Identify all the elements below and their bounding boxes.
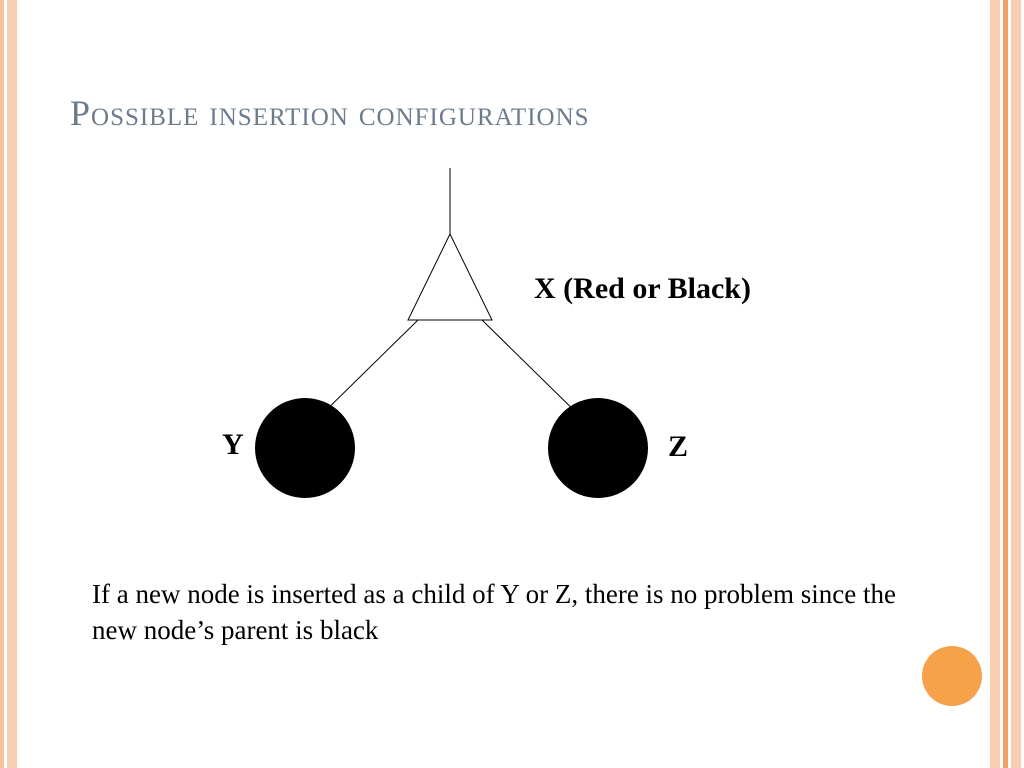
label-z: Z bbox=[668, 430, 688, 464]
left-accent-stripe bbox=[0, 0, 20, 768]
label-y: Y bbox=[222, 428, 244, 462]
slide-title: Possible insertion configurations bbox=[70, 92, 590, 134]
slide: Possible insertion configurations X (Red… bbox=[0, 0, 1024, 768]
right-accent-stripe bbox=[990, 0, 1024, 768]
decorative-circle bbox=[922, 646, 982, 706]
label-x: X (Red or Black) bbox=[534, 272, 751, 306]
body-text: If a new node is inserted as a child of … bbox=[92, 576, 912, 649]
